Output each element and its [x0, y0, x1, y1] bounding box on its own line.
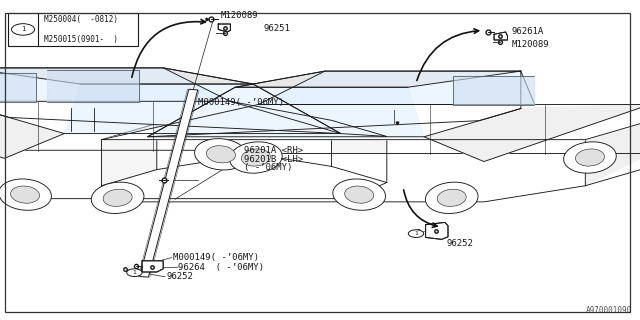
Ellipse shape: [437, 189, 466, 206]
Polygon shape: [424, 105, 640, 162]
Text: 1: 1: [21, 27, 25, 32]
Text: M120089: M120089: [221, 11, 259, 20]
Text: 96264  ( -’06MY): 96264 ( -’06MY): [178, 263, 264, 272]
Polygon shape: [102, 124, 157, 186]
Bar: [8, 13, 138, 46]
Polygon shape: [235, 71, 521, 87]
Polygon shape: [230, 101, 387, 136]
Text: 1: 1: [414, 231, 418, 236]
Text: A970001090: A970001090: [586, 306, 632, 315]
Text: M250015(0901-  ): M250015(0901- ): [44, 35, 118, 44]
Polygon shape: [426, 222, 448, 239]
Polygon shape: [332, 120, 387, 182]
Text: 96201A <RH>: 96201A <RH>: [244, 146, 303, 155]
Polygon shape: [0, 68, 230, 101]
Ellipse shape: [564, 142, 616, 173]
Polygon shape: [148, 71, 521, 137]
Text: ( -’06MY): ( -’06MY): [244, 163, 293, 172]
Polygon shape: [0, 101, 64, 158]
Polygon shape: [494, 32, 508, 40]
Circle shape: [127, 269, 142, 276]
Ellipse shape: [230, 142, 282, 173]
Ellipse shape: [345, 186, 374, 203]
Polygon shape: [0, 68, 340, 133]
Text: 96252: 96252: [446, 239, 473, 248]
Polygon shape: [148, 87, 424, 137]
Polygon shape: [258, 71, 534, 105]
Polygon shape: [218, 24, 230, 32]
Text: 96261A: 96261A: [512, 28, 544, 36]
Polygon shape: [0, 150, 387, 199]
Polygon shape: [64, 84, 340, 133]
Polygon shape: [140, 89, 198, 277]
Polygon shape: [102, 105, 640, 140]
Polygon shape: [47, 70, 140, 102]
Polygon shape: [0, 73, 36, 102]
Text: M000149( -’06MY): M000149( -’06MY): [198, 98, 284, 107]
Ellipse shape: [11, 186, 40, 203]
Text: 96201B <LH>: 96201B <LH>: [244, 155, 303, 164]
Circle shape: [408, 230, 424, 237]
Ellipse shape: [207, 146, 236, 163]
Circle shape: [12, 24, 35, 35]
Polygon shape: [102, 154, 640, 202]
Ellipse shape: [103, 189, 132, 206]
Ellipse shape: [241, 149, 270, 166]
Text: M120089: M120089: [512, 40, 550, 49]
Ellipse shape: [92, 182, 144, 213]
Polygon shape: [453, 76, 534, 105]
Text: M250004(  -0812): M250004( -0812): [44, 15, 118, 24]
Ellipse shape: [195, 139, 247, 170]
Polygon shape: [0, 68, 253, 84]
Ellipse shape: [0, 179, 51, 210]
Text: 1: 1: [132, 270, 136, 275]
Ellipse shape: [333, 179, 385, 210]
Ellipse shape: [426, 182, 478, 213]
Polygon shape: [586, 105, 640, 186]
Ellipse shape: [575, 149, 604, 166]
Text: M000149( -’06MY): M000149( -’06MY): [173, 253, 259, 262]
Text: 96252: 96252: [166, 272, 193, 281]
Text: 96251: 96251: [264, 24, 291, 33]
Polygon shape: [142, 261, 163, 272]
